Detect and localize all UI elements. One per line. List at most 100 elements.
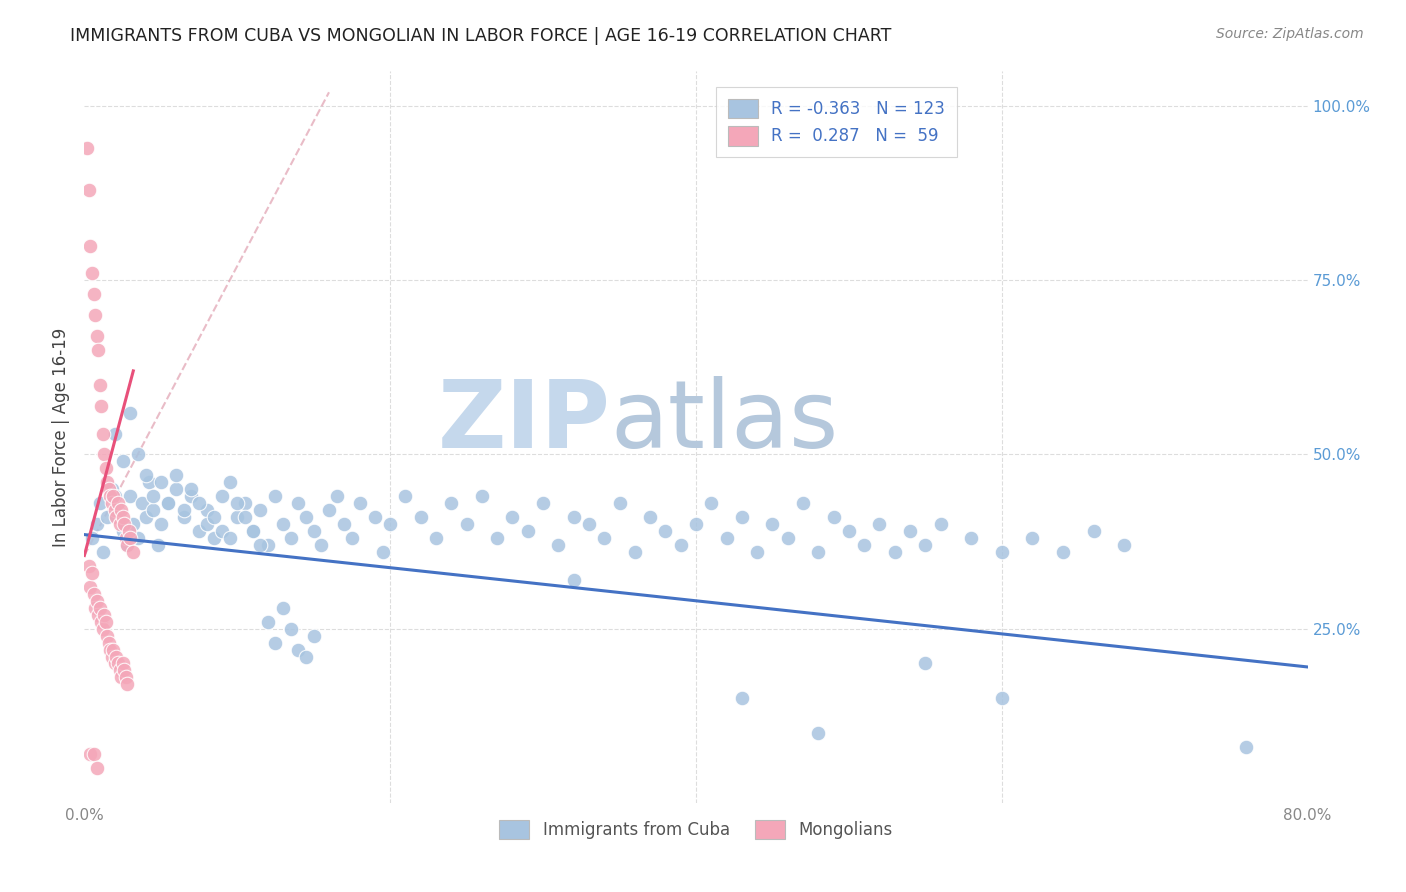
Point	[84, 308, 107, 322]
Point	[122, 517, 145, 532]
Point	[80, 531, 103, 545]
Point	[685, 517, 707, 532]
Point	[302, 524, 325, 538]
Point	[226, 510, 249, 524]
Point	[93, 448, 115, 462]
Point	[471, 489, 494, 503]
Point	[257, 538, 280, 552]
Point	[105, 649, 128, 664]
Point	[747, 545, 769, 559]
Point	[654, 524, 676, 538]
Point	[318, 503, 340, 517]
Point	[883, 545, 905, 559]
Text: atlas: atlas	[610, 376, 838, 468]
Point	[86, 594, 108, 608]
Point	[79, 747, 101, 761]
Point	[547, 538, 569, 552]
Point	[218, 475, 240, 490]
Point	[104, 426, 127, 441]
Point	[578, 517, 600, 532]
Point	[97, 483, 120, 497]
Point	[107, 503, 129, 517]
Point	[425, 531, 447, 545]
Point	[1114, 538, 1136, 552]
Point	[97, 635, 120, 649]
Point	[103, 642, 125, 657]
Point	[807, 545, 830, 559]
Point	[371, 545, 394, 559]
Point	[115, 538, 138, 552]
Point	[211, 489, 233, 503]
Point	[111, 454, 134, 468]
Point	[333, 517, 356, 532]
Point	[226, 496, 249, 510]
Point	[77, 558, 100, 573]
Point	[180, 483, 202, 497]
Point	[195, 517, 218, 532]
Point	[80, 566, 103, 580]
Text: ZIP: ZIP	[437, 376, 610, 468]
Point	[112, 517, 135, 532]
Point	[115, 677, 138, 691]
Point	[202, 510, 225, 524]
Point	[211, 524, 233, 538]
Point	[94, 615, 117, 629]
Point	[165, 468, 187, 483]
Point	[960, 531, 983, 545]
Point	[122, 545, 145, 559]
Point	[77, 183, 100, 197]
Point	[104, 657, 127, 671]
Point	[91, 426, 114, 441]
Point	[853, 538, 876, 552]
Point	[792, 496, 814, 510]
Point	[409, 510, 432, 524]
Point	[280, 622, 302, 636]
Point	[146, 538, 169, 552]
Point	[110, 503, 132, 517]
Point	[264, 635, 287, 649]
Point	[380, 517, 402, 532]
Point	[731, 510, 754, 524]
Point	[135, 510, 157, 524]
Point	[280, 531, 302, 545]
Point	[120, 489, 142, 503]
Point	[502, 510, 524, 524]
Point	[898, 524, 921, 538]
Point	[394, 489, 416, 503]
Point	[991, 545, 1014, 559]
Point	[89, 496, 111, 510]
Text: Source: ZipAtlas.com: Source: ZipAtlas.com	[1216, 27, 1364, 41]
Point	[593, 531, 616, 545]
Point	[173, 503, 195, 517]
Point	[486, 531, 509, 545]
Point	[349, 496, 371, 510]
Point	[838, 524, 860, 538]
Point	[149, 475, 172, 490]
Point	[91, 622, 114, 636]
Point	[107, 657, 129, 671]
Point	[669, 538, 692, 552]
Point	[114, 531, 136, 545]
Point	[83, 287, 105, 301]
Point	[105, 510, 128, 524]
Point	[287, 642, 309, 657]
Point	[638, 510, 661, 524]
Point	[624, 545, 647, 559]
Point	[120, 531, 142, 545]
Point	[271, 600, 294, 615]
Point	[440, 496, 463, 510]
Point	[364, 510, 387, 524]
Point	[96, 475, 118, 490]
Point	[118, 524, 141, 538]
Point	[112, 664, 135, 678]
Point	[233, 510, 256, 524]
Point	[142, 503, 165, 517]
Point	[103, 489, 125, 503]
Point	[94, 461, 117, 475]
Point	[111, 510, 134, 524]
Point	[716, 531, 738, 545]
Point	[516, 524, 538, 538]
Point	[108, 517, 131, 532]
Point	[242, 524, 264, 538]
Point	[101, 649, 124, 664]
